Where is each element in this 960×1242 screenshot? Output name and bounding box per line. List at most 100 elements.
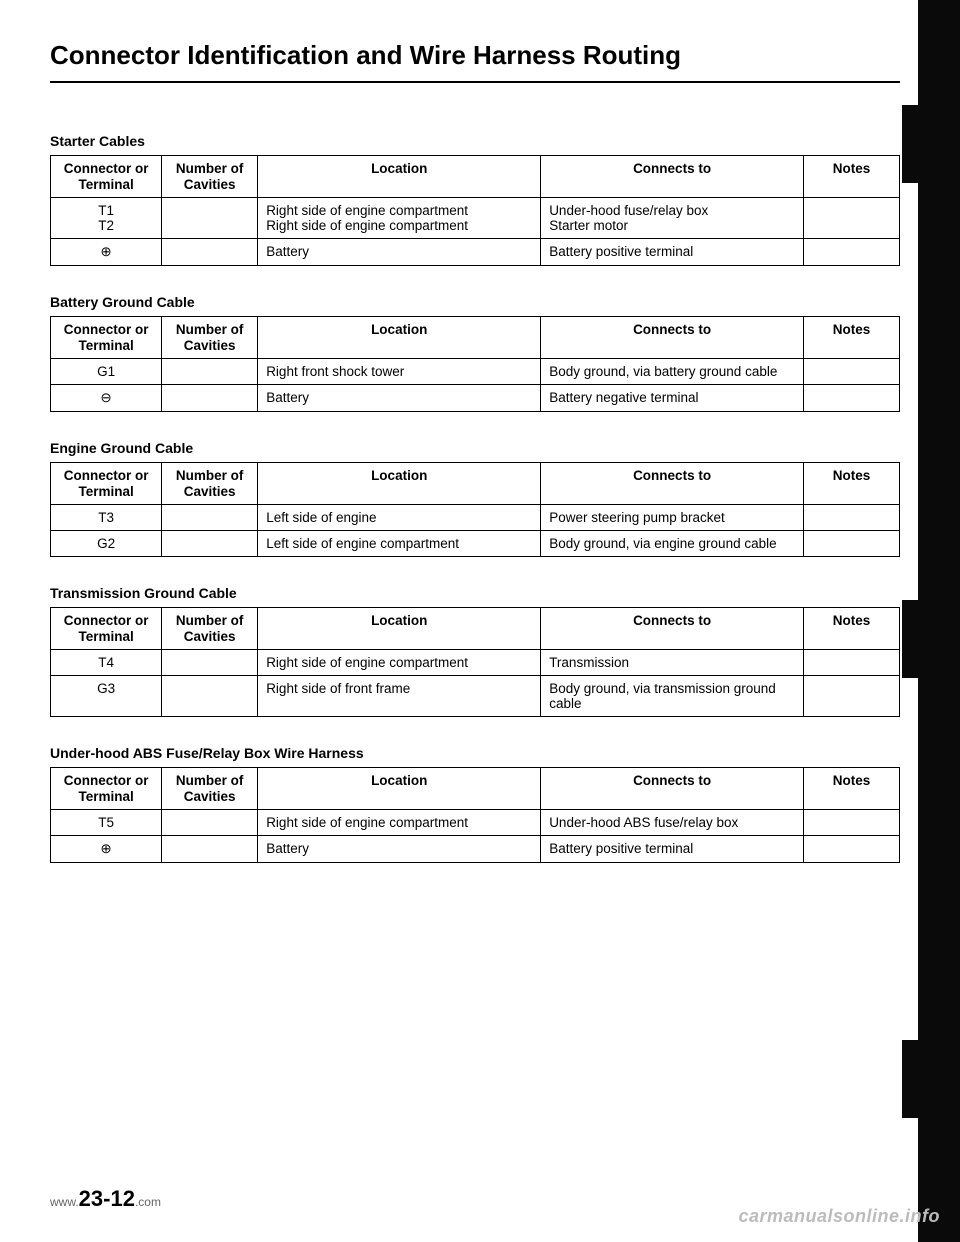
column-header: Notes bbox=[803, 608, 899, 650]
page-number: www.23-12.com bbox=[50, 1186, 161, 1212]
column-header: Notes bbox=[803, 156, 899, 198]
cell-terminal: T4 bbox=[51, 650, 162, 676]
column-header: Number ofCavities bbox=[162, 156, 258, 198]
column-header: Connects to bbox=[541, 317, 804, 359]
cell-connects: Body ground, via transmission ground cab… bbox=[541, 676, 804, 717]
cell-cavities bbox=[162, 650, 258, 676]
cell-terminal: G3 bbox=[51, 676, 162, 717]
column-header: Connects to bbox=[541, 608, 804, 650]
cell-notes bbox=[803, 198, 899, 239]
column-header: Location bbox=[258, 768, 541, 810]
section-label: Starter Cables bbox=[50, 133, 900, 149]
table-row: T1T2 Right side of engine compartmentRigh… bbox=[51, 198, 900, 239]
section-label: Battery Ground Cable bbox=[50, 294, 900, 310]
table-row: T4 Right side of engine compartmentTransm… bbox=[51, 650, 900, 676]
cell-cavities bbox=[162, 810, 258, 836]
cell-notes bbox=[803, 650, 899, 676]
cell-notes bbox=[803, 836, 899, 863]
connector-table: Connector orTerminalNumber ofCavitiesLoc… bbox=[50, 155, 900, 266]
cell-notes bbox=[803, 676, 899, 717]
cell-terminal: T5 bbox=[51, 810, 162, 836]
cell-cavities bbox=[162, 359, 258, 385]
page-title: Connector Identification and Wire Harnes… bbox=[50, 40, 900, 71]
watermark: carmanualsonline.info bbox=[738, 1206, 940, 1227]
cell-connects: Transmission bbox=[541, 650, 804, 676]
column-header: Connector orTerminal bbox=[51, 768, 162, 810]
section-label: Under-hood ABS Fuse/Relay Box Wire Harne… bbox=[50, 745, 900, 761]
binding-tab-arrow-icon bbox=[902, 1040, 960, 1118]
table-row: G1Right front shock towerBody ground, vi… bbox=[51, 359, 900, 385]
column-header: Connector orTerminal bbox=[51, 156, 162, 198]
column-header: Number ofCavities bbox=[162, 608, 258, 650]
connector-table: Connector orTerminalNumber ofCavitiesLoc… bbox=[50, 607, 900, 717]
cell-cavities bbox=[162, 531, 258, 557]
cell-connects: Battery positive terminal bbox=[541, 836, 804, 863]
section-label: Transmission Ground Cable bbox=[50, 585, 900, 601]
cell-location: Left side of engine bbox=[258, 505, 541, 531]
column-header: Number ofCavities bbox=[162, 317, 258, 359]
cell-notes bbox=[803, 359, 899, 385]
cell-connects: Under-hood ABS fuse/relay box bbox=[541, 810, 804, 836]
section-label: Engine Ground Cable bbox=[50, 440, 900, 456]
connector-table: Connector orTerminalNumber ofCavitiesLoc… bbox=[50, 767, 900, 863]
cell-connects: Body ground, via engine ground cable bbox=[541, 531, 804, 557]
column-header: Connects to bbox=[541, 768, 804, 810]
cell-location: Left side of engine compartment bbox=[258, 531, 541, 557]
table-row: ⊕BatteryBattery positive terminal bbox=[51, 836, 900, 863]
cell-connects: Battery negative terminal bbox=[541, 385, 804, 412]
column-header: Connects to bbox=[541, 156, 804, 198]
column-header: Connector orTerminal bbox=[51, 463, 162, 505]
cell-terminal: ⊕ bbox=[51, 836, 162, 863]
cell-cavities bbox=[162, 198, 258, 239]
page-number-value: 23-12 bbox=[79, 1186, 135, 1211]
cell-terminal: G2 bbox=[51, 531, 162, 557]
cell-cavities bbox=[162, 385, 258, 412]
title-rule bbox=[50, 81, 900, 83]
cell-connects: Power steering pump bracket bbox=[541, 505, 804, 531]
page: Connector Identification and Wire Harnes… bbox=[0, 0, 960, 1242]
connector-table: Connector orTerminalNumber ofCavitiesLoc… bbox=[50, 462, 900, 557]
cell-location: Right side of engine compartmentRight si… bbox=[258, 198, 541, 239]
cell-location: Right side of engine compartment bbox=[258, 810, 541, 836]
column-header: Connector orTerminal bbox=[51, 608, 162, 650]
content-area: Connector Identification and Wire Harnes… bbox=[50, 40, 900, 863]
cell-cavities bbox=[162, 676, 258, 717]
cell-notes bbox=[803, 810, 899, 836]
cell-location: Battery bbox=[258, 385, 541, 412]
table-row: T3Left side of enginePower steering pump… bbox=[51, 505, 900, 531]
table-row: T5 Right side of engine compartmentUnder-… bbox=[51, 810, 900, 836]
table-row: ⊖ BatteryBattery negative terminal bbox=[51, 385, 900, 412]
binding-tab-arrow-icon bbox=[902, 600, 960, 678]
page-number-prefix: www. bbox=[50, 1195, 79, 1209]
cell-cavities bbox=[162, 836, 258, 863]
binding-tab-arrow-icon bbox=[902, 105, 960, 183]
cell-terminal: ⊕ bbox=[51, 239, 162, 266]
cell-cavities bbox=[162, 239, 258, 266]
cell-connects: Under-hood fuse/relay boxStarter motor bbox=[541, 198, 804, 239]
column-header: Notes bbox=[803, 463, 899, 505]
cell-notes bbox=[803, 505, 899, 531]
cell-terminal: ⊖ bbox=[51, 385, 162, 412]
table-row: G2 Left side of engine compartmentBody gr… bbox=[51, 531, 900, 557]
sections-container: Starter CablesConnector orTerminalNumber… bbox=[50, 133, 900, 863]
column-header: Number ofCavities bbox=[162, 463, 258, 505]
cell-terminal: T1T2 bbox=[51, 198, 162, 239]
cell-location: Right side of engine compartment bbox=[258, 650, 541, 676]
column-header: Location bbox=[258, 608, 541, 650]
table-row: ⊕ BatteryBattery positive terminal bbox=[51, 239, 900, 266]
cell-notes bbox=[803, 385, 899, 412]
column-header: Notes bbox=[803, 768, 899, 810]
table-row: G3 Right side of front frameBody ground, … bbox=[51, 676, 900, 717]
column-header: Notes bbox=[803, 317, 899, 359]
cell-location: Battery bbox=[258, 239, 541, 266]
cell-connects: Battery positive terminal bbox=[541, 239, 804, 266]
column-header: Location bbox=[258, 156, 541, 198]
cell-terminal: G1 bbox=[51, 359, 162, 385]
cell-location: Right side of front frame bbox=[258, 676, 541, 717]
column-header: Location bbox=[258, 463, 541, 505]
column-header: Number ofCavities bbox=[162, 768, 258, 810]
column-header: Connects to bbox=[541, 463, 804, 505]
cell-notes bbox=[803, 239, 899, 266]
cell-connects: Body ground, via battery ground cable bbox=[541, 359, 804, 385]
page-number-suffix: .com bbox=[135, 1195, 161, 1209]
